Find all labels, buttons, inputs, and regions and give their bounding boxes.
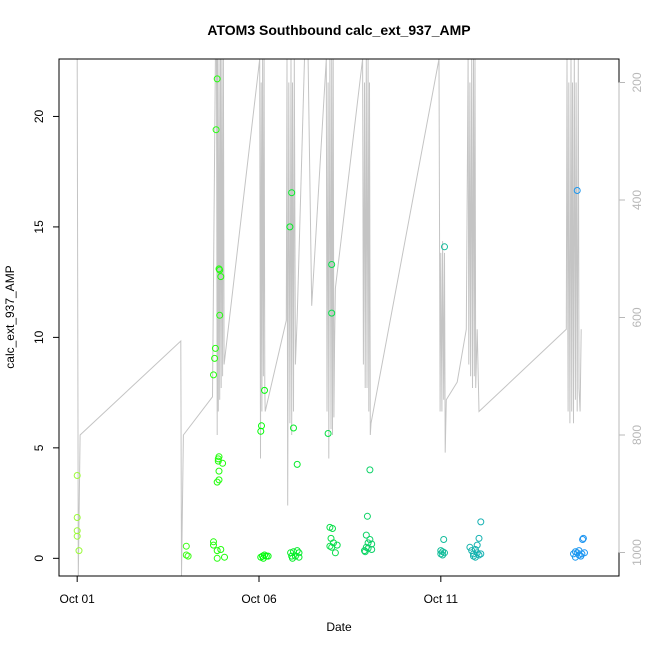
data-point bbox=[329, 525, 336, 532]
data-point bbox=[437, 550, 445, 558]
data-point bbox=[258, 422, 265, 430]
data-point bbox=[364, 544, 372, 552]
data-point bbox=[328, 261, 336, 268]
data-point bbox=[184, 552, 192, 560]
data-point bbox=[216, 266, 224, 274]
data-point bbox=[331, 549, 339, 557]
data-point bbox=[441, 243, 448, 251]
data-point bbox=[295, 553, 303, 561]
data-point bbox=[471, 553, 479, 561]
y-axis-label: calc_ext_937_AMP bbox=[3, 265, 17, 368]
y-tick-label: 20 bbox=[32, 109, 46, 123]
data-point bbox=[210, 541, 217, 549]
data-point bbox=[213, 478, 221, 486]
data-point bbox=[439, 551, 447, 559]
data-point bbox=[73, 532, 81, 540]
data-point bbox=[295, 549, 303, 557]
data-point bbox=[286, 223, 294, 231]
data-point bbox=[73, 514, 81, 521]
data-point bbox=[217, 546, 225, 553]
data-point bbox=[261, 386, 268, 394]
data-point bbox=[213, 75, 221, 83]
data-point bbox=[362, 531, 370, 539]
data-point bbox=[211, 344, 219, 352]
data-point bbox=[440, 536, 448, 543]
data-point bbox=[264, 552, 272, 560]
depth-line bbox=[76, 58, 582, 577]
data-point bbox=[366, 536, 374, 543]
data-point bbox=[473, 541, 481, 549]
data-point bbox=[217, 273, 225, 281]
data-point bbox=[215, 453, 223, 461]
data-point bbox=[73, 472, 81, 479]
data-point bbox=[475, 534, 483, 542]
data-point bbox=[182, 551, 190, 559]
data-point bbox=[182, 542, 190, 550]
data-point bbox=[216, 311, 224, 319]
x-axis-label: Date bbox=[326, 620, 352, 634]
data-point bbox=[366, 466, 374, 474]
chart-title: ATOM3 Southbound calc_ext_937_AMP bbox=[207, 22, 470, 38]
data-point bbox=[215, 476, 223, 484]
data-point bbox=[437, 547, 445, 555]
data-point bbox=[215, 467, 223, 475]
data-point bbox=[213, 547, 221, 555]
data-point bbox=[330, 539, 337, 547]
data-point bbox=[363, 512, 371, 520]
data-point bbox=[368, 546, 376, 553]
data-point bbox=[293, 547, 301, 555]
data-point bbox=[75, 547, 83, 555]
secondary-y-tick-label: 800 bbox=[630, 425, 644, 445]
y-tick-label: 0 bbox=[32, 555, 46, 562]
data-point bbox=[579, 536, 587, 543]
data-point bbox=[210, 371, 217, 379]
secondary-y-tick-label: 600 bbox=[630, 307, 644, 327]
data-point bbox=[473, 549, 481, 557]
data-point bbox=[441, 549, 448, 557]
y-tick-label: 10 bbox=[32, 330, 46, 344]
data-point bbox=[221, 553, 228, 561]
depth-series bbox=[76, 58, 582, 577]
data-point bbox=[477, 550, 485, 558]
data-point bbox=[361, 547, 368, 555]
y-tick-label: 15 bbox=[32, 220, 46, 234]
data-point bbox=[211, 354, 219, 362]
data-point bbox=[288, 189, 296, 197]
data-point bbox=[328, 309, 336, 317]
data-point bbox=[475, 551, 483, 559]
x-tick-label: Oct 06 bbox=[241, 592, 277, 606]
data-point bbox=[579, 534, 587, 542]
data-point bbox=[219, 459, 227, 467]
data-point bbox=[324, 430, 332, 437]
scatter-points bbox=[73, 75, 588, 562]
y-axis: 0 5 10 15 20 bbox=[32, 109, 60, 562]
secondary-y-tick-label: 400 bbox=[630, 190, 644, 210]
data-point bbox=[471, 546, 479, 553]
data-point bbox=[261, 551, 268, 559]
data-point bbox=[581, 549, 588, 557]
data-point bbox=[333, 541, 341, 549]
data-point bbox=[477, 518, 485, 526]
plot-frame bbox=[58, 58, 620, 577]
data-point bbox=[214, 457, 222, 465]
secondary-y-axis: 200 400 600 800 1000 bbox=[618, 72, 644, 566]
data-point bbox=[215, 265, 223, 273]
x-axis: Oct 01 Oct 06 Oct 11 bbox=[60, 575, 459, 606]
data-point bbox=[293, 460, 301, 468]
secondary-y-tick-label: 1000 bbox=[630, 539, 644, 566]
data-point bbox=[573, 187, 581, 194]
data-point bbox=[213, 554, 221, 562]
secondary-y-tick-label: 200 bbox=[630, 72, 644, 92]
data-point bbox=[210, 538, 217, 546]
x-tick-label: Oct 01 bbox=[60, 592, 96, 606]
data-point bbox=[290, 424, 297, 432]
y-tick-label: 5 bbox=[32, 444, 46, 451]
x-tick-label: Oct 11 bbox=[424, 592, 459, 606]
data-point bbox=[212, 126, 220, 134]
